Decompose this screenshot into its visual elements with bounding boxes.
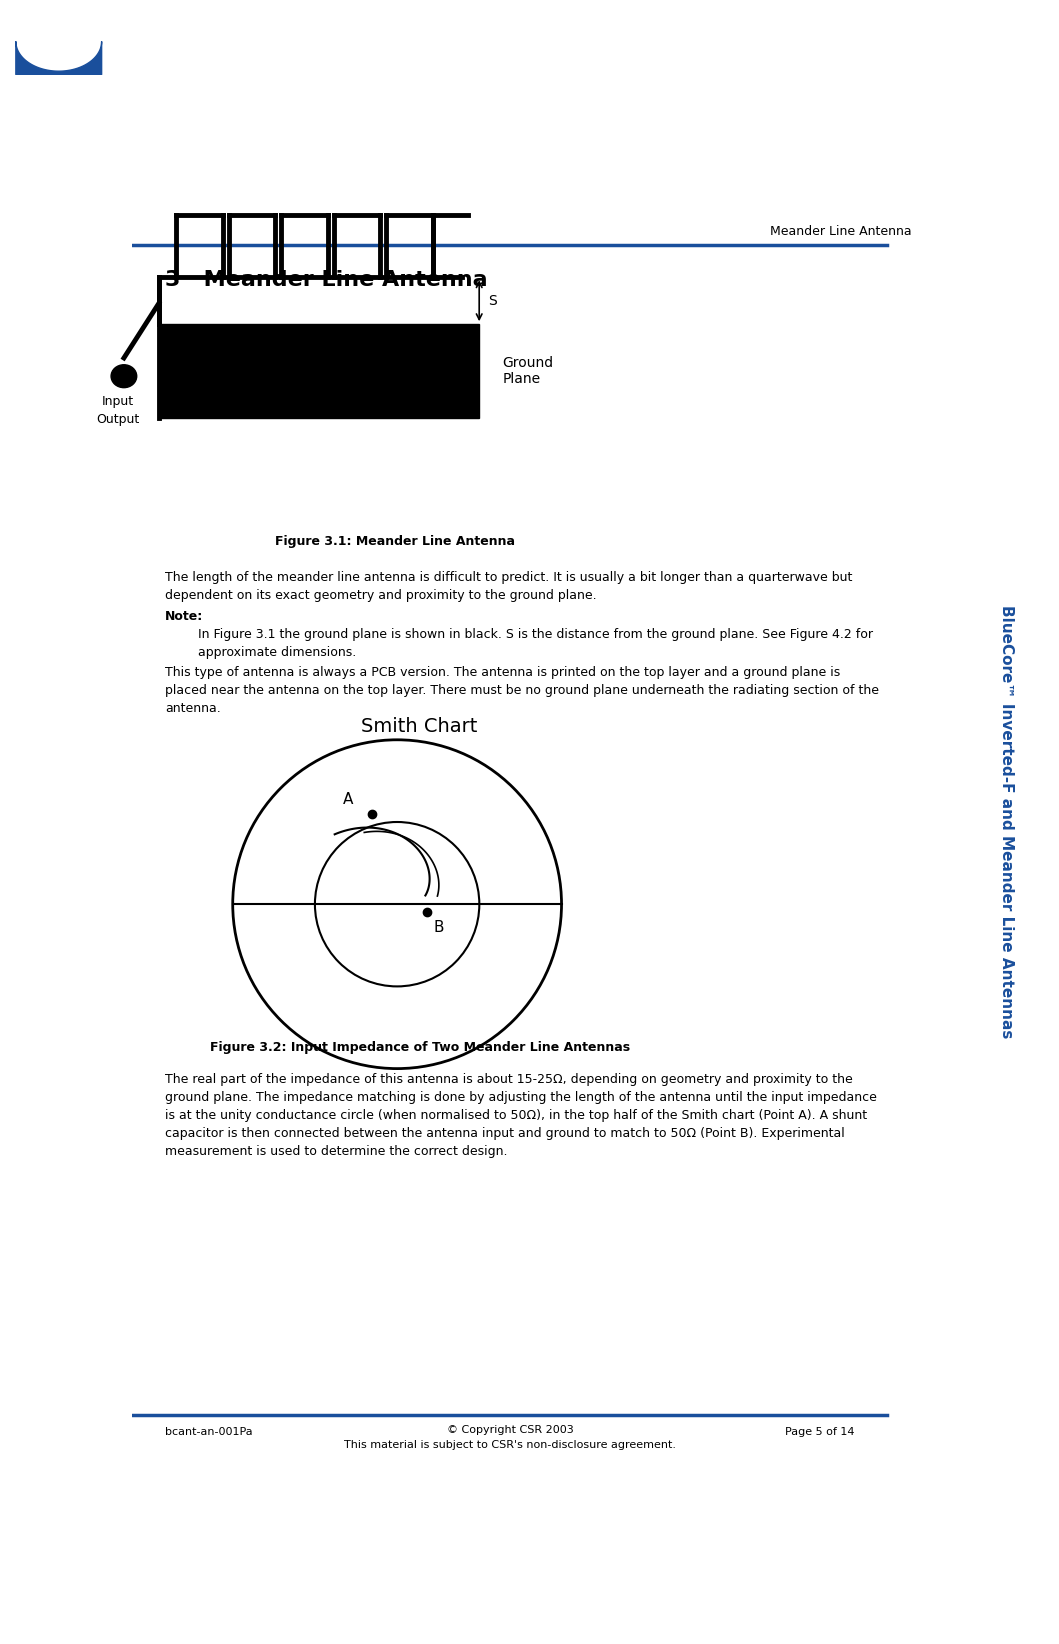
Text: This material is subject to CSR's non-disclosure agreement.: This material is subject to CSR's non-di…: [344, 1440, 676, 1450]
Text: The length of the meander line antenna is difficult to predict. It is usually a : The length of the meander line antenna i…: [165, 570, 852, 602]
Text: Ground
Plane: Ground Plane: [503, 355, 554, 386]
Bar: [159, 324, 480, 418]
Text: A: A: [343, 792, 354, 807]
Text: csr: csr: [25, 26, 51, 41]
Text: Figure 3.1: Meander Line Antenna: Figure 3.1: Meander Line Antenna: [275, 534, 515, 547]
Text: 3   Meander Line Antenna: 3 Meander Line Antenna: [165, 270, 488, 289]
Text: BlueCore™ Inverted-F and Meander Line Antennas: BlueCore™ Inverted-F and Meander Line An…: [999, 605, 1013, 1039]
Text: The real part of the impedance of this antenna is about 15-25Ω, depending on geo: The real part of the impedance of this a…: [165, 1074, 877, 1159]
Text: In Figure 3.1 the ground plane is shown in black. S is the distance from the gro: In Figure 3.1 the ground plane is shown …: [198, 628, 873, 659]
Text: This type of antenna is always a PCB version. The antenna is printed on the top : This type of antenna is always a PCB ver…: [165, 666, 879, 715]
Text: Page 5 of 14: Page 5 of 14: [785, 1427, 855, 1437]
Text: Figure 3.2: Input Impedance of Two Meander Line Antennas: Figure 3.2: Input Impedance of Two Meand…: [210, 1041, 630, 1054]
Text: © Copyright CSR 2003: © Copyright CSR 2003: [447, 1425, 573, 1435]
Text: Output: Output: [96, 413, 140, 426]
Text: Smith Chart: Smith Chart: [361, 717, 478, 737]
Text: Meander Line Antenna: Meander Line Antenna: [771, 225, 912, 238]
Text: S: S: [488, 294, 497, 307]
Text: B: B: [433, 921, 444, 935]
Text: Note:: Note:: [165, 610, 203, 623]
Circle shape: [111, 365, 137, 388]
Text: Input: Input: [102, 395, 134, 408]
Text: bcant-an-001Pa: bcant-an-001Pa: [165, 1427, 253, 1437]
